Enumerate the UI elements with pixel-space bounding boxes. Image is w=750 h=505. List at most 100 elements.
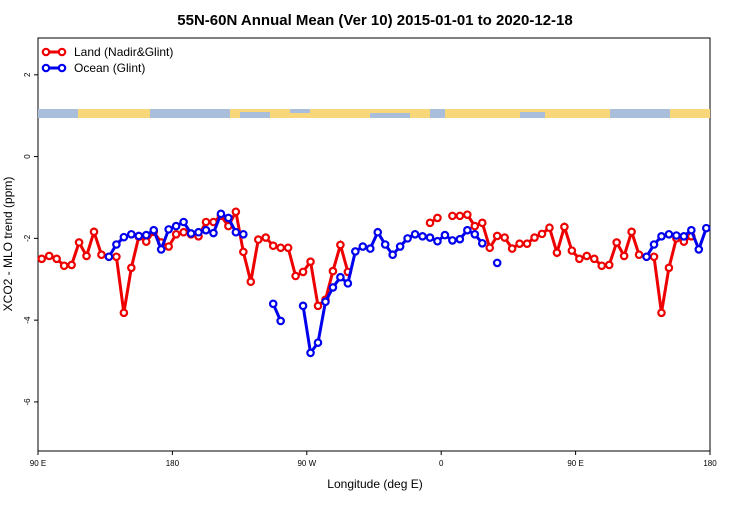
data-point (567, 246, 577, 255)
data-point (239, 229, 248, 239)
legend-label: Land (Nadir&Glint) (74, 45, 173, 59)
legend-marker (41, 47, 51, 57)
data-point (343, 279, 353, 288)
data-point (179, 227, 188, 237)
data-point (306, 257, 315, 266)
legend-marker (57, 47, 67, 57)
data-point (380, 240, 390, 249)
data-point (201, 225, 211, 235)
data-point (179, 217, 188, 227)
data-point (351, 247, 360, 256)
x-tick-label: 90 E (567, 459, 583, 468)
data-point (410, 229, 420, 239)
y-tick-label: 0 (23, 154, 32, 159)
data-point (701, 223, 711, 233)
data-point (134, 231, 144, 241)
data-point (37, 254, 47, 264)
data-point (642, 252, 651, 262)
data-point (52, 254, 61, 264)
data-point (82, 251, 91, 261)
data-point (694, 245, 704, 254)
data-point (231, 227, 241, 237)
data-point (328, 283, 338, 292)
data-point (216, 209, 226, 219)
data-point (74, 238, 84, 247)
data-point (201, 217, 211, 227)
data-point (582, 251, 592, 261)
data-point (492, 258, 502, 268)
data-point (433, 236, 442, 246)
data-point (246, 277, 256, 287)
data-point (97, 250, 106, 260)
data-point (597, 261, 607, 271)
legend-marker (57, 63, 67, 73)
x-axis-label: Longitude (deg E) (327, 477, 422, 491)
data-point (127, 229, 136, 239)
data-point (425, 233, 435, 242)
data-point (328, 266, 338, 276)
y-tick-label: -2 (23, 234, 32, 242)
data-point (537, 229, 547, 239)
data-point (560, 222, 569, 232)
data-point (619, 251, 629, 261)
data-point (291, 271, 300, 281)
data-point (164, 225, 173, 234)
data-point (664, 263, 674, 273)
data-point (89, 227, 99, 237)
data-point (507, 244, 517, 253)
data-point (224, 213, 233, 223)
data-point (171, 229, 181, 239)
plot-frame (37, 37, 711, 452)
data-point (306, 348, 315, 358)
data-point (433, 213, 442, 223)
data-point (164, 242, 173, 251)
data-point (283, 243, 293, 253)
data-point (156, 245, 166, 254)
data-point (552, 248, 562, 257)
data-point (679, 232, 689, 241)
data-point (515, 239, 524, 248)
data-point (119, 308, 129, 318)
y-tick-label: -4 (23, 316, 32, 324)
data-point (365, 244, 375, 253)
x-tick-label: 180 (166, 459, 180, 468)
data-point (112, 240, 121, 249)
data-point (253, 235, 263, 244)
data-point (612, 238, 621, 247)
data-point (44, 251, 54, 261)
data-point (455, 234, 465, 244)
data-point (485, 243, 495, 253)
data-point (463, 225, 472, 235)
data-point (127, 263, 136, 273)
data-point (575, 254, 584, 264)
data-point (634, 250, 644, 260)
data-point (141, 237, 151, 246)
data-point (67, 260, 76, 270)
data-point (522, 239, 532, 248)
data-point (604, 260, 614, 270)
data-point (268, 299, 278, 309)
data-point (649, 252, 659, 262)
series (37, 207, 696, 318)
data-point (657, 232, 666, 241)
data-point (194, 227, 203, 237)
data-point (477, 218, 487, 228)
data-point (448, 236, 457, 245)
data-point (313, 338, 323, 347)
data-point (209, 228, 218, 238)
data-point (418, 232, 427, 241)
data-point (276, 316, 285, 326)
world-map-strip (38, 109, 710, 118)
data-point (186, 229, 196, 238)
x-tick-label: 180 (703, 459, 717, 468)
data-point (448, 211, 457, 221)
data-point (239, 247, 248, 257)
data-point (313, 301, 323, 311)
data-point (395, 242, 405, 251)
x-tick-label: 90 E (30, 459, 46, 468)
data-point (545, 223, 554, 233)
data-point (231, 207, 241, 217)
data-point (171, 221, 181, 231)
data-point (649, 240, 659, 249)
